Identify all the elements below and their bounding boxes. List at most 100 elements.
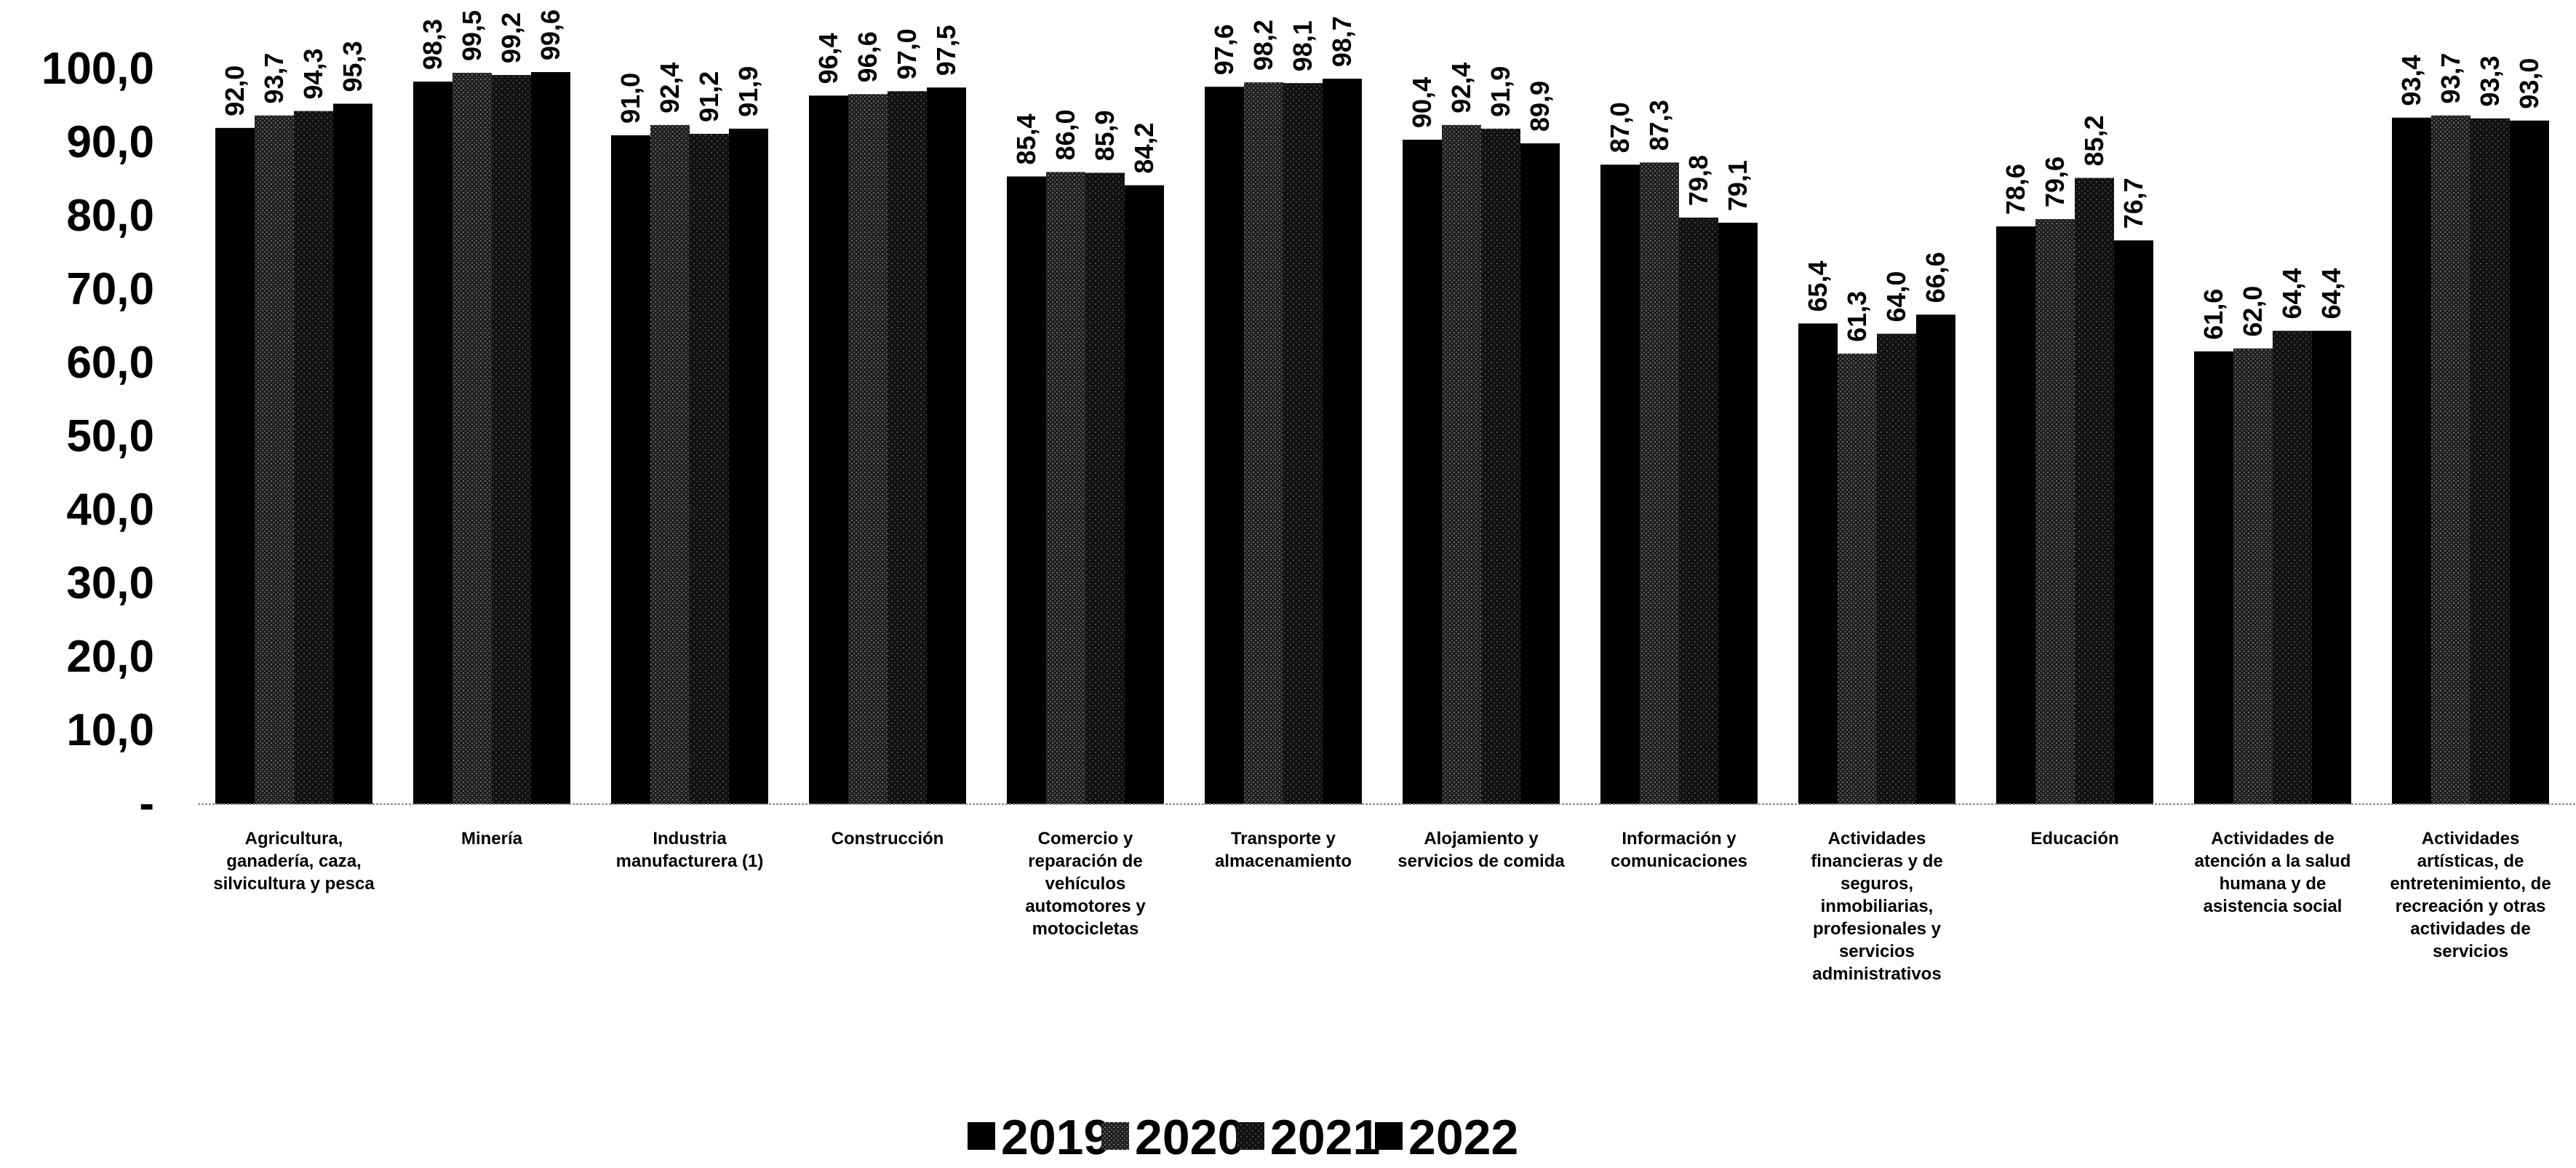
bar-2022	[927, 87, 966, 804]
legend-label-2022: 2022	[1408, 1110, 1518, 1165]
y-tick-label: 90,0	[66, 117, 154, 167]
data-label: 86,0	[1050, 109, 1080, 160]
data-label: 97,6	[1209, 24, 1239, 75]
bar-2021	[1481, 128, 1520, 804]
bar-2020	[848, 94, 888, 805]
category-label: Minería	[461, 829, 523, 849]
bar-2020	[255, 115, 294, 804]
category-label: Transporte y almacenamiento	[1215, 829, 1352, 871]
bar-2019	[215, 127, 255, 805]
legend-swatch-2022	[1375, 1122, 1403, 1150]
data-label: 98,2	[1248, 20, 1278, 71]
bar-2021	[492, 75, 531, 804]
legend-swatch-2019	[968, 1122, 995, 1150]
bar-2021	[1877, 333, 1916, 805]
data-label: 87,3	[1644, 100, 1674, 151]
data-label: 93,4	[2396, 55, 2426, 106]
bar-2022	[1916, 314, 1955, 805]
category-label: Comercio y reparación de vehículos automoto…	[1025, 829, 1146, 939]
bar-2019	[1798, 323, 1838, 805]
bar-2022	[2114, 240, 2153, 805]
data-label: 93,7	[2436, 53, 2465, 104]
data-label: 65,4	[1803, 261, 1833, 311]
category-label: Actividades artísticas, de entretenimiento…	[2390, 829, 2551, 961]
data-label: 91,2	[694, 71, 724, 122]
bar-2020	[1244, 82, 1283, 805]
data-label: 98,3	[418, 19, 447, 70]
data-label: 89,9	[1525, 81, 1555, 132]
bar-2021	[2273, 330, 2312, 804]
bar-2022	[2510, 120, 2549, 804]
data-label: 97,5	[931, 25, 961, 76]
category-labels-layer: Agricultura, ganadería, caza, silvicultura…	[213, 829, 2551, 984]
bar-2019	[413, 82, 452, 805]
legend-swatch-2021	[1237, 1122, 1264, 1150]
data-label: 94,3	[298, 48, 328, 99]
legend-label-2021: 2021	[1270, 1110, 1380, 1165]
bar-2020	[1640, 162, 1679, 804]
bar-2019	[611, 135, 650, 804]
data-label: 96,4	[813, 33, 843, 84]
category-label: Información y comunicaciones	[1611, 829, 1747, 871]
bar-2021	[690, 133, 729, 804]
data-label: 61,3	[1842, 291, 1872, 342]
data-label: 64,0	[1881, 271, 1911, 322]
data-label: 90,4	[1407, 77, 1437, 128]
data-label: 85,9	[1090, 110, 1120, 161]
data-label: 66,6	[1921, 252, 1950, 303]
bar-2022	[729, 128, 768, 804]
legend-label-2020: 2020	[1135, 1110, 1245, 1165]
y-tick-label: -	[139, 779, 154, 829]
bar-2020	[1046, 172, 1085, 804]
bar-2021	[888, 91, 927, 805]
data-label: 98,1	[1288, 20, 1317, 71]
category-label: Alojamiento y servicios de comida	[1397, 829, 1565, 871]
data-label: 64,4	[2316, 268, 2346, 319]
data-label: 76,7	[2118, 178, 2148, 229]
data-label: 85,4	[1011, 114, 1041, 164]
y-axis: - 10,0 20,0 30,0 40,0 50,0 60,0 70,0 80,0 90,0 100…	[41, 44, 154, 829]
bar-2019	[2392, 117, 2431, 804]
bar-2022	[1323, 79, 1362, 804]
bar-2020	[2035, 219, 2075, 804]
data-label: 99,2	[496, 12, 526, 63]
bar-2022	[1520, 143, 1560, 804]
data-label: 79,6	[2040, 156, 2070, 207]
data-label: 96,6	[853, 31, 882, 82]
category-label: Agricultura, ganadería, caza, silvicultura…	[213, 829, 375, 894]
y-tick-label: 80,0	[66, 191, 154, 241]
data-label: 93,7	[259, 53, 289, 104]
bar-2022	[333, 103, 372, 805]
bar-2022	[1718, 223, 1758, 805]
legend-label-2019: 2019	[1001, 1110, 1111, 1165]
bar-2020	[2431, 115, 2471, 804]
category-label: Educación	[2030, 829, 2118, 849]
y-tick-label: 20,0	[66, 632, 154, 682]
y-tick-label: 10,0	[66, 705, 154, 755]
bars-layer	[215, 72, 2549, 805]
data-label: 91,9	[1486, 66, 1515, 117]
bar-2019	[2194, 351, 2233, 805]
data-label: 92,4	[655, 63, 685, 114]
legend: 2019 2020 2021 2022	[968, 1110, 1518, 1165]
bar-2022	[1125, 185, 1164, 804]
bar-2019	[1600, 164, 1640, 805]
data-label: 85,2	[2079, 115, 2109, 166]
y-tick-label: 50,0	[66, 411, 154, 461]
data-label: 92,0	[220, 65, 250, 116]
category-label: Actividades financieras y de seguros, inmob…	[1811, 829, 1942, 984]
bar-2020	[1838, 353, 1877, 804]
bar-2019	[1403, 139, 1442, 804]
data-label: 84,2	[1129, 123, 1159, 174]
data-label: 64,4	[2277, 268, 2307, 319]
y-tick-label: 100,0	[41, 44, 154, 94]
data-label: 98,7	[1327, 16, 1357, 67]
legend-swatch-2020	[1101, 1122, 1129, 1150]
category-label: Construcción	[832, 829, 944, 849]
bar-2019	[809, 95, 848, 805]
data-label: 79,1	[1723, 160, 1752, 211]
data-label: 61,6	[2198, 289, 2228, 340]
data-label: 78,6	[2001, 164, 2030, 215]
bar-2021	[1679, 218, 1718, 804]
